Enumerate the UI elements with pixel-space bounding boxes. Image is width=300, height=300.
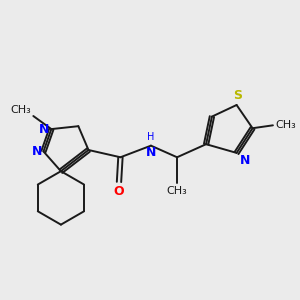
Text: H: H — [147, 132, 155, 142]
Text: CH₃: CH₃ — [11, 105, 32, 115]
Text: O: O — [114, 185, 124, 198]
Text: CH₃: CH₃ — [275, 120, 296, 130]
Text: N: N — [240, 154, 250, 167]
Text: N: N — [146, 146, 156, 159]
Text: N: N — [39, 123, 50, 136]
Text: S: S — [234, 88, 243, 101]
Text: CH₃: CH₃ — [167, 186, 188, 196]
Text: N: N — [32, 145, 42, 158]
